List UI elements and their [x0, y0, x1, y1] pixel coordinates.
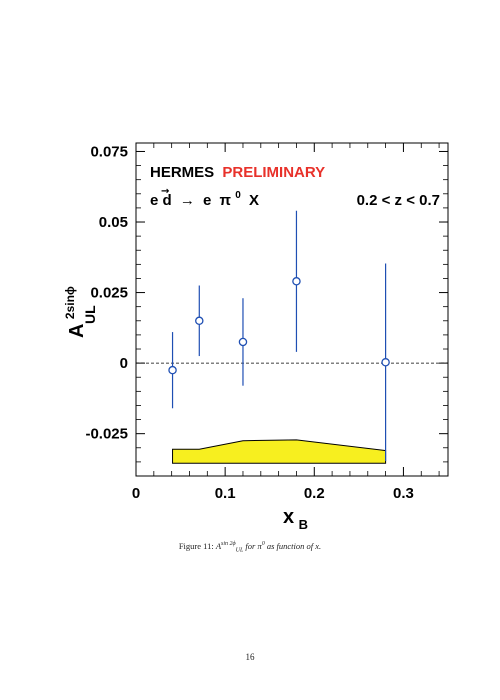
caption-prefix: Figure 11: — [178, 541, 214, 551]
caption-particle-sup: 0 — [261, 541, 265, 548]
reaction-rhs-x: X — [249, 192, 259, 209]
title-preliminary: PRELIMINARY — [222, 164, 325, 181]
tick-labels: -0.025 0 0.025 0.05 0.075 0 0.1 0.2 0.3 — [85, 143, 413, 502]
reaction-arrow: → — [180, 192, 195, 209]
caption-middle: for — [245, 541, 256, 551]
reaction-label: e d → e π 0 X — [150, 185, 259, 209]
x-axis-title: x B — [283, 506, 308, 530]
plot-area — [135, 142, 449, 477]
reaction-lhs: e d — [150, 192, 172, 209]
y-axis-title-sup: 2sinϕ — [63, 286, 77, 319]
caption-particle: π0 — [257, 541, 265, 551]
caption-symbol-sup: sin 2ϕ — [221, 541, 236, 548]
z-cut-label: 0.2 < z < 0.7 — [357, 192, 440, 209]
y-tick-label: 0.05 — [99, 214, 128, 231]
plot-frame — [135, 142, 449, 477]
y-tick-label: 0 — [120, 355, 128, 372]
data-point — [195, 316, 204, 326]
x-tick-label: 0 — [132, 485, 140, 502]
x-axis-title-main: x — [283, 506, 294, 528]
error-bars — [171, 210, 387, 462]
systematic-band — [172, 439, 387, 464]
deuteron-vector-arrow: → — [161, 186, 169, 197]
y-tick-label: 0.075 — [90, 143, 128, 160]
hermes-title: HERMES PRELIMINARY — [150, 164, 325, 181]
y-axis-title-sub-text: UL — [82, 305, 98, 324]
data-point — [292, 277, 301, 286]
data-point — [168, 365, 177, 375]
x-tick-label: 0.1 — [215, 485, 236, 502]
y-axis-title: A 2sinϕ UL — [63, 286, 98, 338]
x-tick-label: 0.2 — [304, 485, 325, 502]
figure: -0.025 0 0.025 0.05 0.075 0 0.1 0.2 0.3 HERMES P… — [63, 142, 449, 530]
x-tick-label: 0.3 — [393, 485, 414, 502]
caption-symbol-sub: UL — [235, 547, 244, 554]
y-tick-label: -0.025 — [85, 426, 128, 443]
caption-suffix: as function of x. — [266, 541, 322, 551]
reaction-pi: π — [220, 192, 232, 209]
y-tick-label: 0.025 — [90, 285, 128, 302]
page-number: 16 — [245, 652, 255, 662]
title-prefix: HERMES — [150, 164, 214, 181]
data-points — [168, 277, 390, 375]
figure-caption: Figure 11: Asin 2ϕUL for π0 as function … — [0, 541, 500, 554]
data-point — [238, 337, 248, 347]
caption-symbol: Asin 2ϕUL — [215, 541, 244, 554]
data-point — [381, 358, 390, 367]
y-axis-title-main: A — [66, 324, 88, 338]
ticks — [135, 143, 448, 476]
y-axis-title-text: A 2sinϕ — [63, 286, 88, 338]
reaction-rhs-e: e — [203, 192, 211, 209]
x-axis-title-sub: B — [299, 517, 308, 530]
reaction-pi-sup: 0 — [235, 190, 241, 201]
